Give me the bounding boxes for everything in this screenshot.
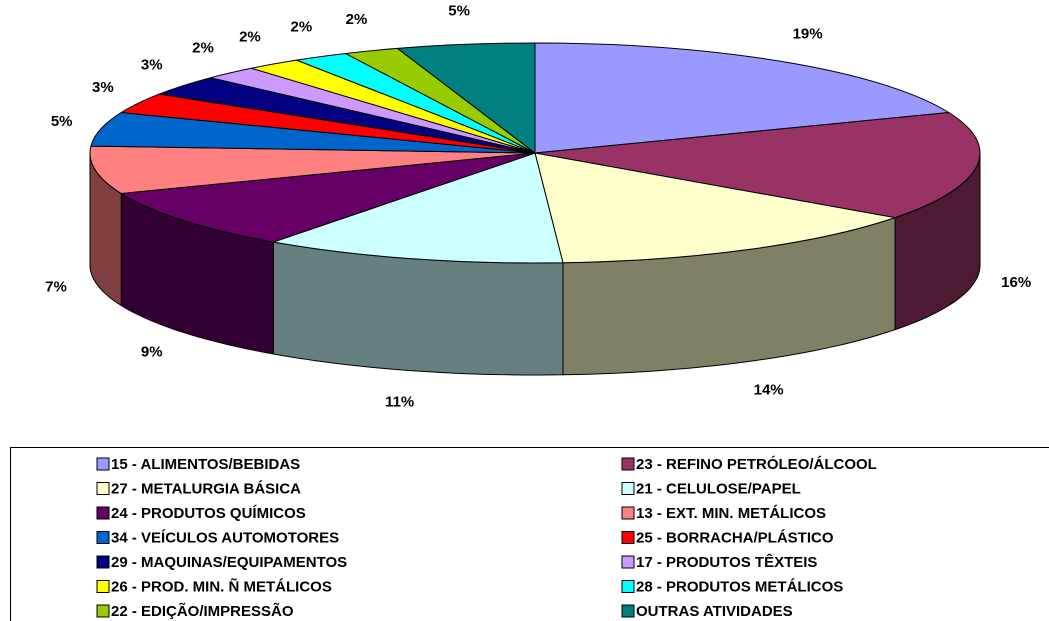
data-label: 5% bbox=[448, 3, 470, 20]
legend-label: 21 - CELULOSE/PAPEL bbox=[636, 480, 801, 497]
slice bbox=[534, 42, 951, 154]
data-label: 3% bbox=[141, 56, 163, 73]
data-label: 11% bbox=[385, 393, 414, 410]
legend-label: 26 - PROD. MIN. Ñ METÁLICOS bbox=[111, 577, 332, 595]
data-label: 2% bbox=[291, 19, 313, 36]
data-label: 9% bbox=[141, 344, 163, 361]
legend-label: 27 - METALURGIA BÁSICA bbox=[111, 480, 301, 497]
legend-swatch bbox=[96, 555, 110, 569]
legend-label: 13 - EXT. MIN. METÁLICOS bbox=[636, 505, 826, 522]
data-label: 2% bbox=[192, 40, 214, 57]
legend-label: OUTRAS ATIVIDADES bbox=[636, 603, 793, 620]
slice bbox=[396, 42, 536, 155]
legend-swatch bbox=[621, 580, 635, 593]
legend-label: 28 - PRODUTOS METÁLICOS bbox=[636, 578, 843, 595]
slice bbox=[271, 152, 564, 264]
data-label: 16% bbox=[1001, 274, 1031, 291]
data-label: 2% bbox=[239, 28, 261, 45]
slice bbox=[534, 111, 981, 219]
legend-swatch bbox=[96, 531, 110, 544]
legend-swatch bbox=[96, 457, 110, 471]
legend-label: 15 - ALIMENTOS/BEBIDAS bbox=[111, 456, 300, 473]
data-label: 19% bbox=[793, 26, 823, 43]
slice bbox=[119, 152, 536, 243]
legend-label: 17 - PRODUTOS TÊXTEIS bbox=[636, 553, 817, 571]
legend-swatch bbox=[96, 580, 110, 593]
legend-box bbox=[10, 447, 1049, 621]
legend-label: 22 - EDIÇÃO/IMPRESSÃO bbox=[111, 602, 294, 620]
slice bbox=[534, 152, 898, 264]
legend-swatch bbox=[621, 555, 635, 569]
legend-swatch bbox=[621, 506, 635, 520]
legend-swatch bbox=[96, 604, 110, 618]
legend-swatch bbox=[96, 482, 110, 495]
slice bbox=[89, 145, 536, 195]
legend-label: 29 - MAQUINAS/EQUIPAMENTOS bbox=[111, 554, 347, 571]
legend-swatch bbox=[621, 457, 635, 471]
legend-label: 24 - PRODUTOS QUÍMICOS bbox=[111, 505, 306, 522]
data-label: 3% bbox=[92, 79, 114, 96]
legend-label: 25 - BORRACHA/PLÁSTICO bbox=[636, 529, 834, 546]
legend-swatch bbox=[621, 482, 635, 495]
data-label: 2% bbox=[346, 11, 368, 28]
legend-swatch bbox=[621, 531, 635, 544]
data-label: 7% bbox=[45, 278, 67, 295]
data-label: 5% bbox=[51, 113, 73, 130]
legend-label: 23 - REFINO PETRÓLEO/ÁLCOOL bbox=[636, 455, 877, 473]
legend-swatch bbox=[621, 604, 635, 618]
legend-label: 34 - VEÍCULOS AUTOMOTORES bbox=[111, 529, 339, 546]
data-label: 14% bbox=[754, 381, 784, 398]
legend-swatch bbox=[96, 506, 110, 520]
